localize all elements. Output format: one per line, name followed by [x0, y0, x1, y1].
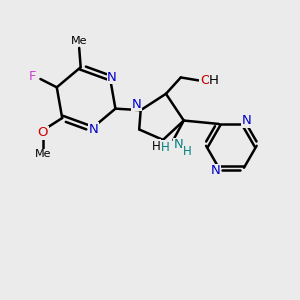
- Text: H: H: [182, 145, 191, 158]
- Text: Me: Me: [34, 149, 51, 159]
- Text: H: H: [161, 141, 170, 154]
- Text: F: F: [28, 70, 36, 83]
- Text: H: H: [152, 140, 161, 153]
- Text: N: N: [211, 164, 220, 177]
- Text: O: O: [38, 126, 48, 140]
- Text: N: N: [89, 123, 98, 136]
- Text: O: O: [200, 74, 210, 87]
- Text: H: H: [209, 74, 219, 87]
- Text: N: N: [131, 98, 141, 111]
- Text: N: N: [174, 138, 183, 152]
- Text: N: N: [242, 115, 252, 128]
- Text: Me: Me: [71, 35, 87, 46]
- Text: N: N: [107, 71, 117, 84]
